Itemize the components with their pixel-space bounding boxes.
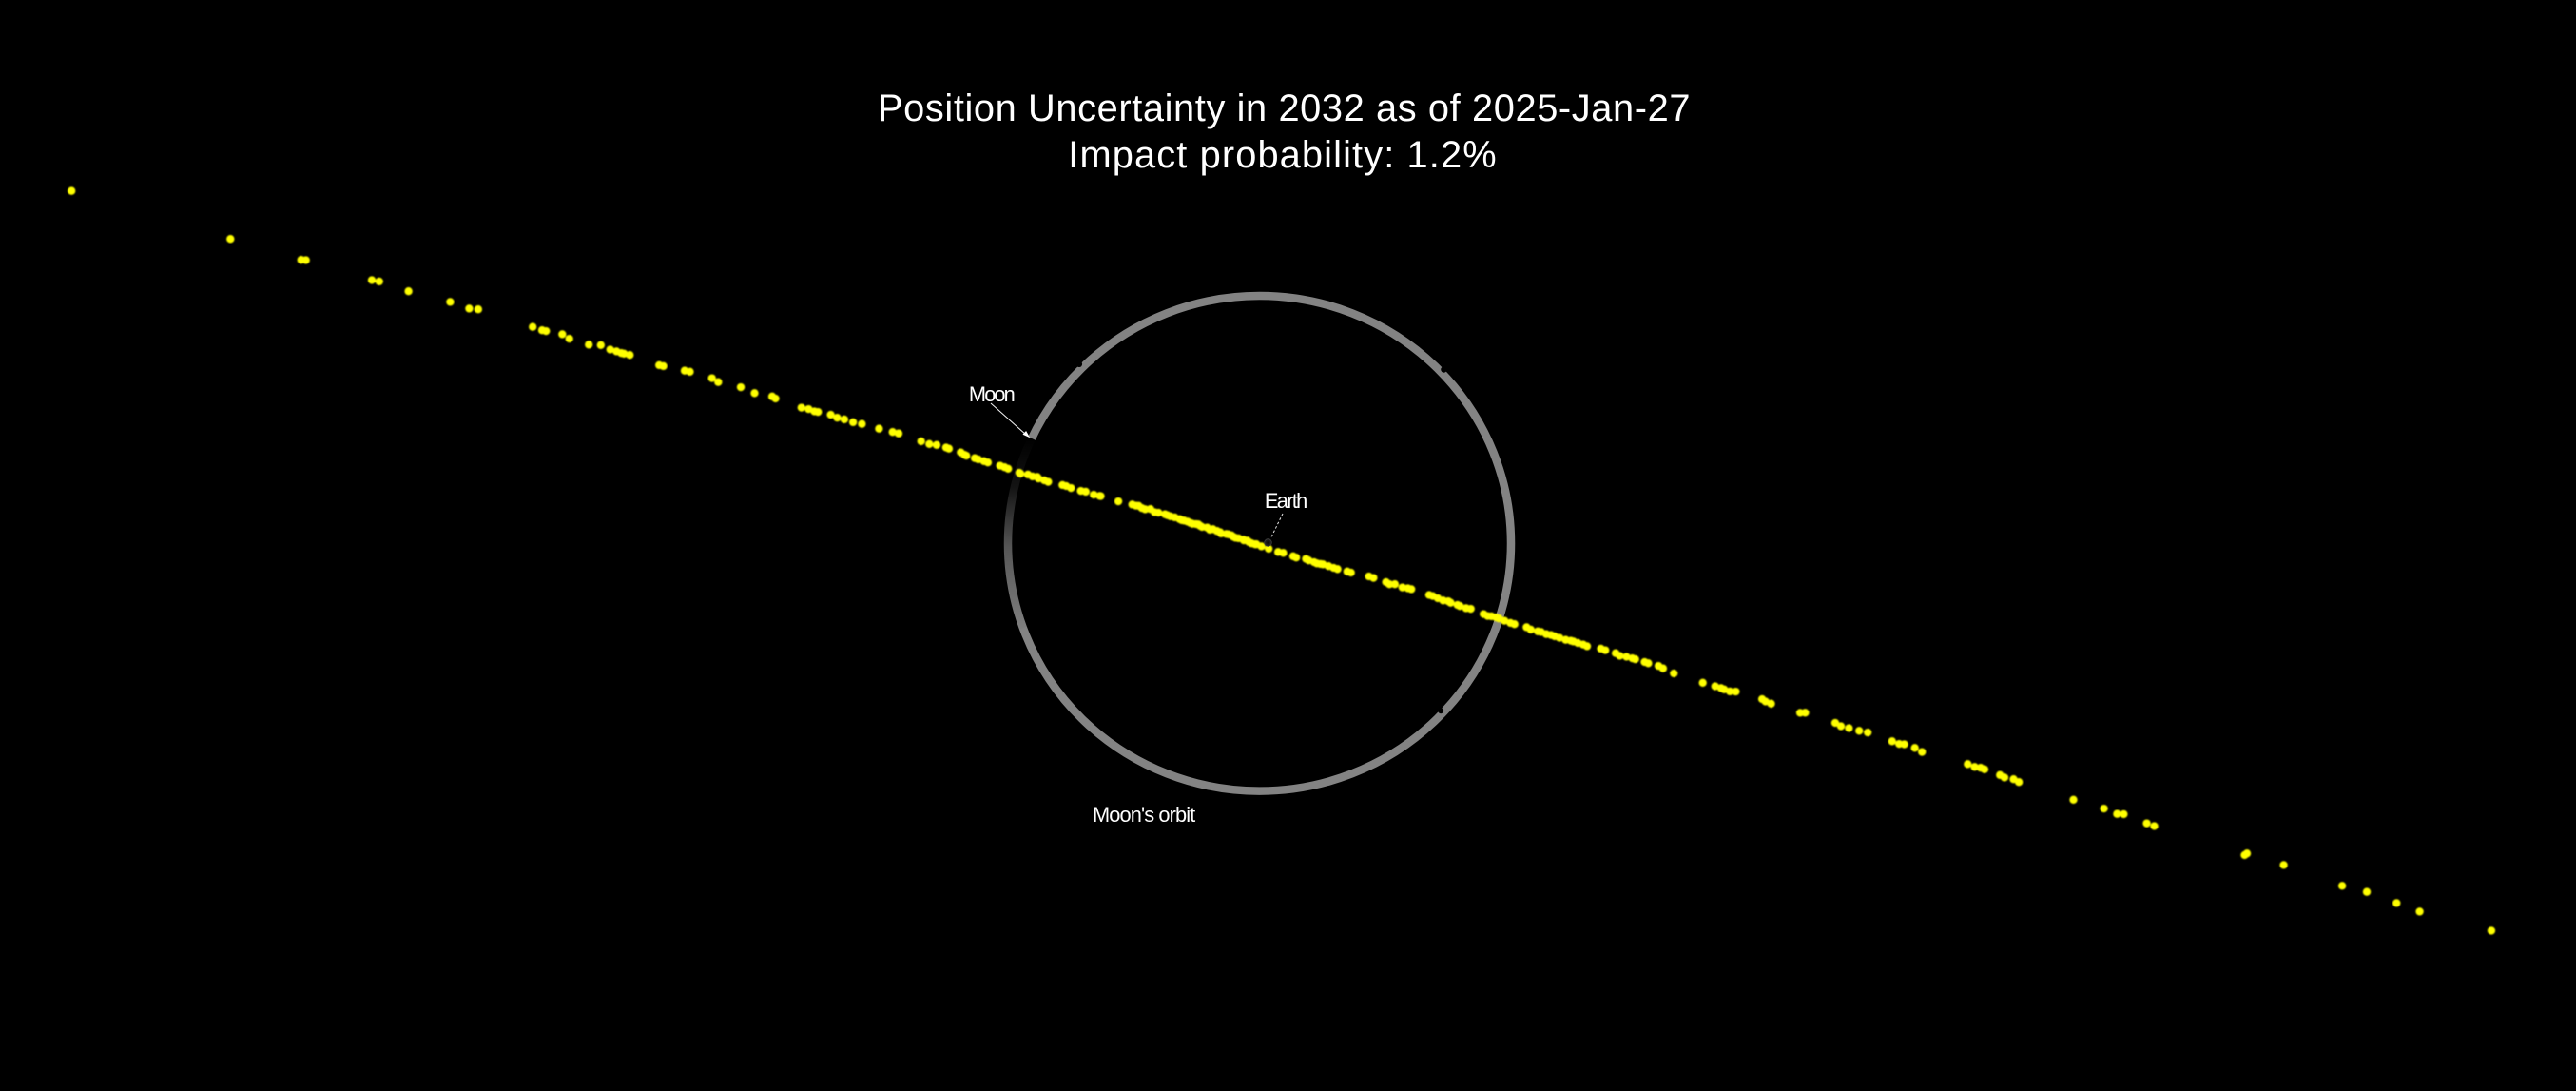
svg-text:Moon's orbit: Moon's orbit [1093,803,1195,827]
svg-text:Earth: Earth [1265,489,1307,513]
svg-text:Moon: Moon [969,382,1016,406]
svg-text:Position Uncertainty in 2032 a: Position Uncertainty in 2032 as of 2025-… [878,88,1691,129]
svg-text:Impact probability: 1.2%: Impact probability: 1.2% [1068,134,1496,176]
